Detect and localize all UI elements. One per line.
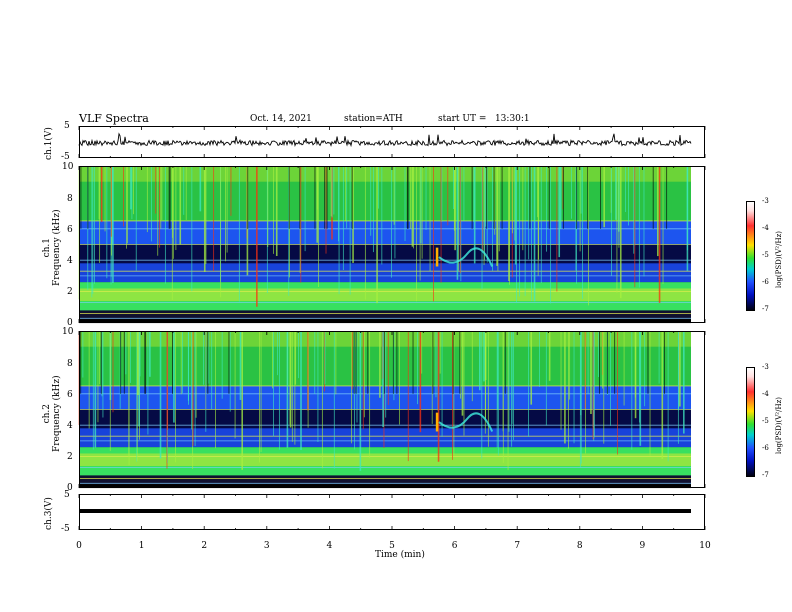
ch2-colorbar-tick: -7 <box>762 471 769 479</box>
ch1-spec-ylabel-line1: ch.1 <box>42 237 52 258</box>
ch2-lower-band <box>79 428 691 448</box>
ch2-freq-tick: 6 <box>67 390 73 400</box>
ch1-freq-tick: 6 <box>67 225 73 235</box>
ch2-colorbar-tick: -4 <box>762 390 769 398</box>
ch1-wave-ylabel: ch.1(V) <box>44 127 54 160</box>
ch1-colorbar-tick: -5 <box>762 251 769 259</box>
date-label: Oct. 14, 2021 <box>250 114 312 124</box>
ch3-waveform-trace <box>79 509 691 513</box>
ch2-colorbar <box>746 367 755 477</box>
ch1-colorbar <box>746 201 755 311</box>
x-axis-label: Time (min) <box>375 550 425 560</box>
ch1-colorbar-tick: -7 <box>762 305 769 313</box>
x-tick-label: 9 <box>639 541 646 551</box>
ch2-freq-tick: 10 <box>62 327 74 337</box>
ch1-waveform-trace <box>78 132 692 148</box>
ch2-spectrogram-frame <box>79 331 705 488</box>
x-tick-label: 5 <box>389 541 395 551</box>
ch1-freq-tick: 0 <box>67 318 73 328</box>
x-tick-label: 2 <box>201 541 208 551</box>
x-tick-label: 10 <box>699 541 711 551</box>
x-tick-label: 0 <box>76 541 82 551</box>
x-tick-label: 6 <box>451 541 458 551</box>
x-tick-label: 4 <box>326 541 333 551</box>
ch2-dark-band <box>79 409 691 429</box>
ch2-emission <box>438 412 494 432</box>
figure-title: VLF Spectra <box>79 112 149 125</box>
ch2-freq-tick: 8 <box>67 359 73 369</box>
x-tick-label: 1 <box>138 541 145 551</box>
ch1-colorbar-label: log(PSD)(V²/Hz) <box>775 231 783 288</box>
ch2-spec-ylabel-line1: ch.2 <box>42 403 52 424</box>
ch1-spectrogram-frame <box>79 166 705 323</box>
x-tick-label: 7 <box>514 541 521 551</box>
x-tick-label: 3 <box>263 541 270 551</box>
ch2-freq-tick: 0 <box>67 483 73 493</box>
ch3-wave-tick-top: 5 <box>64 490 70 500</box>
ch2-noise-band-top <box>79 331 691 347</box>
ch1-colorbar-tick: -3 <box>762 197 769 205</box>
ch1-bottom-strip <box>79 319 691 324</box>
ch2-colorbar-tick: -5 <box>762 417 769 425</box>
ch2-colorbar-tick: -6 <box>762 444 769 452</box>
ch1-spec-ylabel: ch.1 Frequency (kHz) <box>42 209 62 286</box>
station-label: station=ATH <box>344 114 403 124</box>
ch1-freq-tick: 2 <box>67 287 73 297</box>
ch1-colorbar-tick: -6 <box>762 278 769 286</box>
ch2-colorbar-tick: -3 <box>762 363 769 371</box>
ch1-freq-tick: 10 <box>62 162 74 172</box>
ch3-wave-ylabel: ch.3(V) <box>44 497 54 530</box>
ch2-freq-tick: 4 <box>67 421 73 431</box>
ch1-wave-tick-bottom: -5 <box>61 152 70 162</box>
ch3-wave-panel <box>79 494 705 530</box>
ch1-wave-tick-top: 5 <box>64 121 70 131</box>
ch2-spec-ylabel-line2: Frequency (kHz) <box>52 375 62 452</box>
ch3-wave-tick-bottom: -5 <box>61 524 70 534</box>
ch1-spec-ylabel-line2: Frequency (kHz) <box>52 209 62 286</box>
ch1-freq-tick: 4 <box>67 256 73 266</box>
start-time-label: start UT = 13:30:1 <box>438 114 530 124</box>
ch1-freq-tick: 8 <box>67 194 73 204</box>
ch2-freq-tick: 2 <box>67 452 73 462</box>
ch2-mid-band <box>79 385 691 410</box>
x-tick-label: 8 <box>576 541 583 551</box>
ch2-bottom-strip <box>79 484 691 489</box>
ch1-wave-panel <box>79 126 705 158</box>
ch2-colorbar-label: log(PSD)(V²/Hz) <box>775 397 783 454</box>
ch2-spec-ylabel: ch.2 Frequency (kHz) <box>42 375 62 452</box>
ch1-emission <box>438 247 494 267</box>
ch1-colorbar-tick: -4 <box>762 224 769 232</box>
